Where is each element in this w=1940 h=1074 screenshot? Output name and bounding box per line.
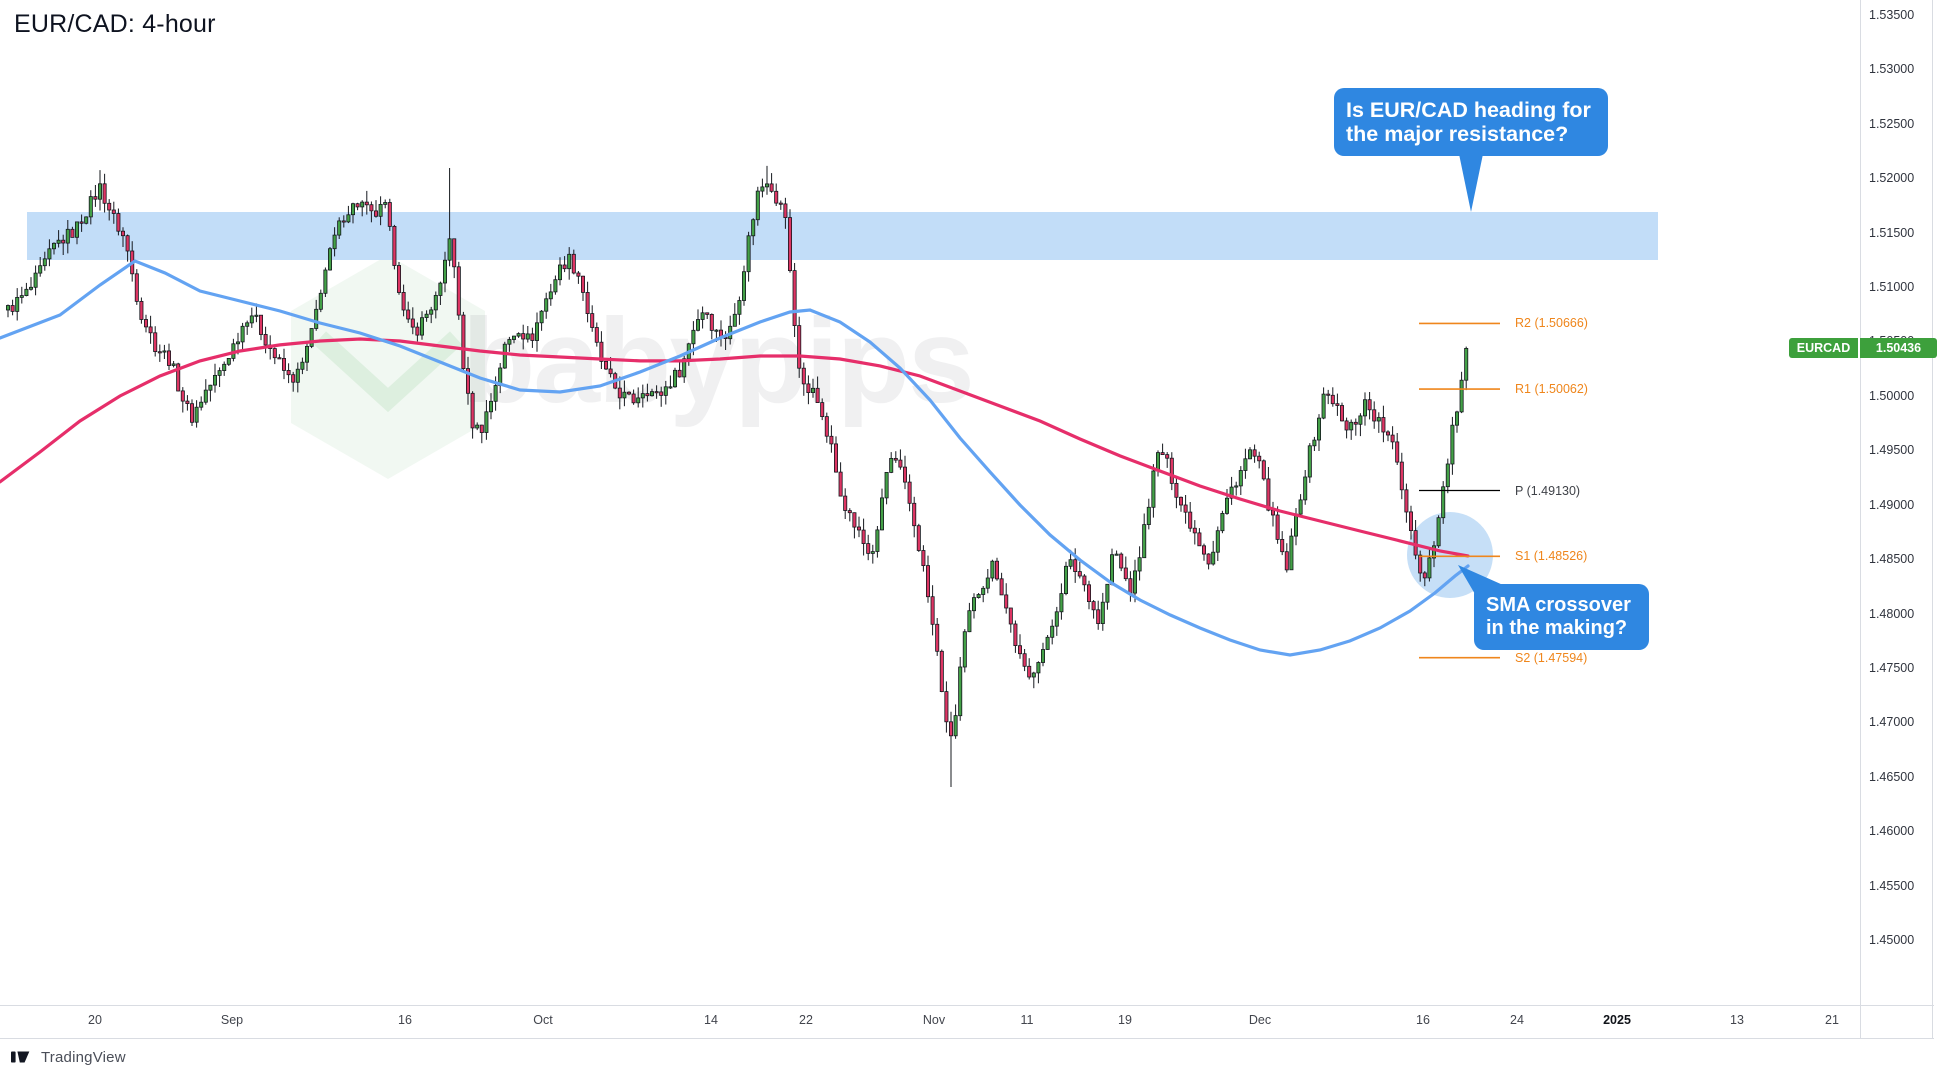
time-axis-label: 24 xyxy=(1510,1013,1524,1027)
price-axis-label: 1.45000 xyxy=(1869,932,1915,947)
price-axis-label: 1.47000 xyxy=(1869,715,1915,730)
tradingview-logo-icon xyxy=(11,1051,30,1063)
time-axis-label: 16 xyxy=(1416,1013,1430,1027)
babypips-watermark-text: babypips xyxy=(462,294,975,428)
badge-symbol: EURCAD xyxy=(1789,338,1858,359)
price-axis-label: 1.51000 xyxy=(1869,280,1915,295)
callout-resistance-tail xyxy=(1459,154,1483,212)
pivot-label-s2: S2 (1.47594) xyxy=(1515,650,1588,665)
price-axis-label: 1.46000 xyxy=(1869,824,1915,839)
price-axis-label: 1.52000 xyxy=(1869,171,1915,186)
badge-price: 1.50436 xyxy=(1860,338,1937,359)
pivot-label-p: P (1.49130) xyxy=(1515,483,1581,498)
time-axis-label: 14 xyxy=(704,1013,718,1027)
time-axis-label: 22 xyxy=(799,1013,813,1027)
price-axis-label: 1.53500 xyxy=(1869,8,1915,22)
candles-series xyxy=(6,165,1469,787)
chart-title: EUR/CAD: 4-hour xyxy=(14,10,216,38)
tradingview-attribution[interactable]: TradingView xyxy=(10,1046,126,1068)
sma-slow-pink-line xyxy=(0,337,1470,558)
tradingview-brand-label: TradingView xyxy=(41,1048,126,1066)
price-axis-label: 1.45500 xyxy=(1869,878,1915,893)
price-axis-label: 1.51500 xyxy=(1869,225,1915,240)
time-axis-label: 11 xyxy=(1020,1013,1034,1027)
callout-sma-line2: in the making? xyxy=(1486,617,1628,639)
time-axis-label: 13 xyxy=(1730,1013,1744,1027)
sma-fast-blue-line xyxy=(0,259,1470,657)
callout-sma-line1: SMA crossover xyxy=(1486,594,1631,617)
price-axis-label: 1.48000 xyxy=(1869,606,1915,621)
time-axis-label: 20 xyxy=(88,1013,102,1027)
resistance-zone[interactable] xyxy=(27,212,1658,260)
callout-resistance-line2: the major resistance? xyxy=(1346,122,1569,146)
time-axis-label: 16 xyxy=(398,1013,412,1027)
price-axis-label: 1.50000 xyxy=(1869,388,1915,403)
pivot-label-r2: R2 (1.50666) xyxy=(1515,316,1588,331)
time-axis-label: Sep xyxy=(220,1013,244,1027)
time-axis-label: Oct xyxy=(533,1013,553,1027)
time-axis-label: 2025 xyxy=(1603,1013,1631,1027)
pivot-label-s1: S1 (1.48526) xyxy=(1515,549,1588,564)
price-axis-label: 1.52500 xyxy=(1869,116,1915,131)
price-axis-label: 1.49500 xyxy=(1869,443,1915,458)
callout-sma[interactable]: SMA crossover in the making? xyxy=(1474,584,1649,650)
time-axis-label: Dec xyxy=(1248,1013,1272,1027)
price-axis-label: 1.46500 xyxy=(1869,769,1915,784)
time-axis-label: 21 xyxy=(1825,1013,1839,1027)
price-axis-label: 1.49000 xyxy=(1869,497,1915,512)
time-axis-label: Nov xyxy=(922,1013,946,1027)
time-axis-label: 19 xyxy=(1118,1013,1132,1027)
callout-resistance-line1: Is EUR/CAD heading for xyxy=(1346,97,1591,122)
last-price-badge: EURCAD 1.50436 xyxy=(1789,338,1937,359)
callout-resistance[interactable]: Is EUR/CAD heading for the major resista… xyxy=(1334,88,1608,156)
price-axis-label: 1.53000 xyxy=(1869,62,1915,77)
pivot-label-r1: R1 (1.50062) xyxy=(1515,382,1588,397)
price-axis-label: 1.48500 xyxy=(1869,552,1915,567)
price-axis-label: 1.47500 xyxy=(1869,660,1915,675)
